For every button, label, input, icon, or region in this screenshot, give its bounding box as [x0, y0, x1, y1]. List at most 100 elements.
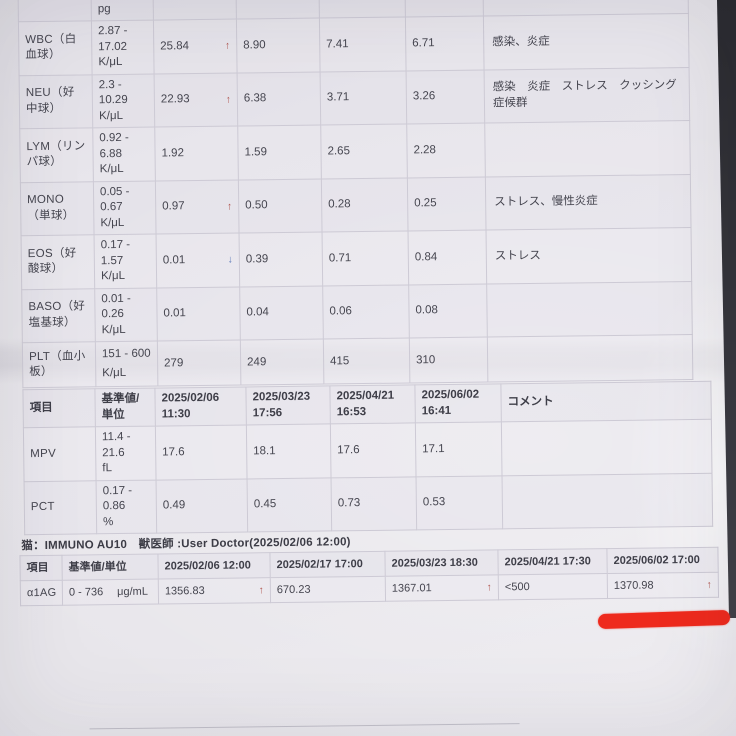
- result-value: 0.71: [328, 251, 352, 265]
- result-value: 7.41: [326, 37, 349, 50]
- table-row-lym: LYM（リンパ球） 0.92 - 6.88 K/μL 1.92 1.59 2.65…: [19, 120, 691, 183]
- result-value: 0.73: [337, 497, 361, 510]
- result-value: 0.49: [162, 499, 186, 512]
- result-value: 1.59: [244, 145, 268, 159]
- col-header-ref: 基準値/単位: [68, 560, 127, 574]
- unit-label: K/μL: [100, 270, 126, 283]
- col-header-date: 2025/02/06 12:00: [164, 559, 251, 573]
- result-value: 0.39: [245, 252, 269, 266]
- result-value: 17.6: [337, 443, 360, 456]
- table-row-neu: NEU（好中球） 2.3 - 10.29 K/μL 22.93 ↑ 6.38 3.7…: [19, 67, 690, 129]
- col-header-date: 2025/03/23 18:30: [391, 556, 478, 570]
- cbc-table: pg WBC（白血球） 2.87 - 17.02 K/μL 25.84 ↑ 8.90…: [17, 0, 693, 388]
- result-value: 670.23: [276, 583, 311, 596]
- table-row-pct: PCT 0.17 - 0.86% 0.49 0.45 0.73 0.53: [24, 472, 713, 535]
- test-name: EOS（好酸球）: [27, 247, 77, 276]
- result-value: 8.90: [243, 38, 266, 51]
- result-value: 415: [330, 354, 350, 367]
- comment-text: 感染 炎症 ストレス クッシング症候群: [492, 79, 677, 110]
- test-name: PCT: [30, 500, 55, 514]
- up-arrow-icon: ↑: [258, 584, 264, 597]
- test-name: PLT（血小板）: [28, 350, 86, 379]
- result-value: 17.6: [162, 445, 185, 459]
- col-header-date: 2025/06/02 16:41: [421, 388, 480, 417]
- unit-label: fL: [102, 462, 113, 475]
- col-header-comment: コメント: [507, 395, 554, 409]
- up-arrow-icon: ↑: [224, 39, 231, 52]
- table-row-baso: BASO（好塩基球） 0.01 - 0.26 K/μL 0.01 0.04 0.0…: [21, 281, 693, 343]
- result-value: 1367.01: [391, 581, 432, 595]
- result-value: 6.38: [243, 92, 267, 105]
- unit-label: pg: [97, 3, 111, 16]
- result-value: 25.84: [160, 39, 190, 53]
- reference-range: 0.01 - 0.26: [101, 292, 131, 321]
- result-value: 1370.98: [613, 579, 654, 592]
- result-value: 0.08: [415, 304, 438, 317]
- test-name: WBC（白血球）: [25, 33, 77, 62]
- reference-range: 2.3 - 10.29: [98, 78, 128, 107]
- result-value: 0.28: [328, 198, 351, 211]
- col-header-date: 2025/06/02 17:00: [613, 553, 700, 567]
- unit-label: μg/mL: [117, 585, 148, 598]
- up-arrow-icon: ↑: [226, 200, 233, 213]
- result-value: <500: [504, 580, 530, 593]
- reference-range: 11.4 - 21.6: [101, 430, 131, 459]
- result-value: 6.71: [412, 36, 435, 49]
- result-value: 0.25: [414, 197, 437, 210]
- unit-label: K/μL: [102, 366, 127, 379]
- table-row-mpv: MPV 11.4 - 21.6 fL 17.6 18.1 17.6 17.1: [23, 419, 712, 482]
- comment-text: 感染、炎症: [492, 35, 550, 48]
- result-value: 0.53: [422, 496, 446, 509]
- unit-label: K/μL: [98, 55, 123, 69]
- result-value: 22.93: [160, 93, 190, 106]
- col-header-ref: 基準値/単位: [101, 392, 140, 421]
- col-header-date: 2025/04/21 16:53: [336, 389, 395, 418]
- table-row-plt: PLT（血小板） 151 - 600 K/μL 279 249 415 310: [22, 334, 693, 388]
- result-value: 17.1: [422, 442, 445, 455]
- result-value: 279: [164, 356, 184, 369]
- result-value: 3.71: [326, 91, 350, 104]
- result-value: 0.06: [329, 305, 352, 318]
- result-value: 0.97: [162, 200, 185, 213]
- platelet-index-table: 項目 基準値/単位 2025/02/06 11:30 2025/03/23 17…: [22, 381, 713, 536]
- up-arrow-icon: ↑: [486, 581, 492, 594]
- result-value: 2.65: [327, 144, 350, 158]
- unit-label: K/μL: [99, 109, 124, 122]
- result-value: 310: [416, 353, 436, 366]
- reference-range: 0 - 736: [68, 585, 104, 599]
- up-arrow-icon: ↑: [706, 578, 712, 591]
- result-value: 0.01: [163, 307, 186, 320]
- unit-label: K/μL: [99, 163, 124, 176]
- col-header-item: 項目: [29, 401, 53, 414]
- comment-text: ストレス、慢性炎症: [494, 195, 598, 209]
- next-table-edge-line: [89, 723, 520, 730]
- result-value: 0.45: [253, 498, 277, 511]
- down-arrow-icon: ↓: [227, 253, 233, 267]
- reference-range: 0.17 - 0.86: [102, 484, 133, 513]
- result-value: 18.1: [253, 444, 276, 457]
- immuno-table: 項目 基準値/単位 2025/02/06 12:00 2025/02/17 17…: [19, 547, 719, 607]
- col-header-item: 項目: [26, 561, 49, 574]
- col-header-date: 2025/02/06 11:30: [161, 391, 220, 420]
- unit-label: K/μL: [101, 323, 126, 336]
- test-name: α1AG: [26, 586, 57, 599]
- result-value: 0.01: [162, 253, 186, 267]
- result-value: 249: [247, 355, 267, 368]
- test-name: NEU（好中球）: [25, 86, 75, 115]
- test-name: MONO（単球）: [27, 194, 75, 223]
- reference-range: 151 - 600: [101, 347, 151, 361]
- result-value: 2.28: [413, 143, 436, 157]
- comment-text: ストレス: [494, 249, 541, 263]
- up-arrow-icon: ↑: [225, 93, 231, 106]
- test-name: MPV: [30, 447, 57, 460]
- unit-label: %: [102, 515, 114, 528]
- result-value: 0.50: [245, 199, 268, 212]
- col-header-date: 2025/02/17 17:00: [276, 557, 363, 571]
- col-header-date: 2025/04/21 17:30: [504, 554, 591, 568]
- result-value: 0.84: [414, 250, 438, 264]
- immuno-section-title: 猫：IMMUNO AU10 獣医師 :User Doctor(2025/02/0…: [21, 536, 351, 553]
- result-value: 1356.83: [164, 584, 205, 598]
- table-row-wbc: WBC（白血球） 2.87 - 17.02 K/μL 25.84 ↑ 8.90 7.…: [18, 13, 690, 76]
- reference-range: 0.05 - 0.67: [99, 185, 130, 214]
